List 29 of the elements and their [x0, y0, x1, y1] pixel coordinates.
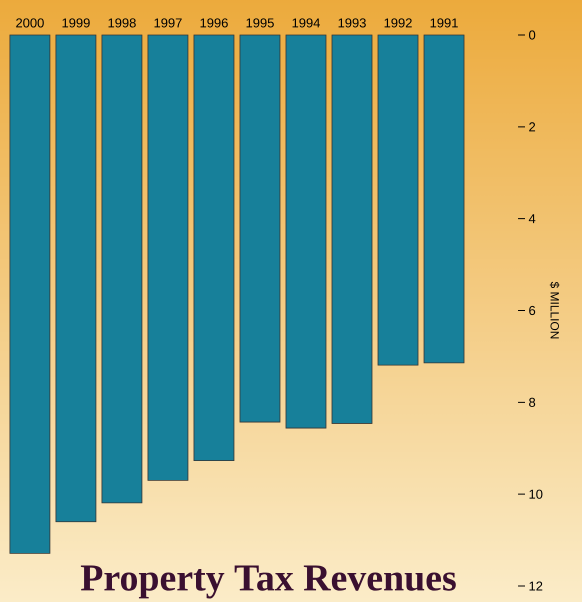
bar — [332, 34, 372, 424]
bar — [56, 34, 96, 522]
x-tick-label: 1999 — [62, 18, 90, 28]
bar — [10, 34, 50, 554]
y-tick-label: 2 — [529, 122, 536, 132]
y-tick-label: 4 — [528, 214, 536, 224]
bar — [240, 34, 280, 422]
x-tick-label: 1993 — [338, 18, 366, 28]
y-tick-label: 0 — [529, 30, 536, 40]
y-tick-label: 12 — [530, 581, 542, 591]
x-tick-label: 1996 — [200, 18, 228, 28]
x-tick-label: 1991 — [430, 18, 458, 28]
y-axis-title: $ MILLION — [550, 282, 560, 338]
x-tick-label: 1998 — [108, 18, 136, 28]
x-tick-label: 1992 — [384, 18, 412, 28]
x-tick-label: 1997 — [154, 18, 182, 28]
y-tick-label: 8 — [529, 398, 536, 407]
text: Property Tax Revenues — [80, 566, 456, 599]
y-tick-label: 6 — [529, 306, 536, 316]
y-tick-label: 10 — [530, 490, 542, 499]
x-tick-label: 2000 — [16, 18, 44, 28]
bar — [148, 34, 188, 481]
bar — [194, 34, 234, 462]
x-tick-label: 1994 — [292, 18, 320, 28]
bar — [424, 34, 464, 364]
bar — [102, 34, 142, 504]
x-tick-label: 1995 — [246, 18, 274, 28]
bar — [378, 34, 418, 366]
bar — [286, 34, 326, 428]
